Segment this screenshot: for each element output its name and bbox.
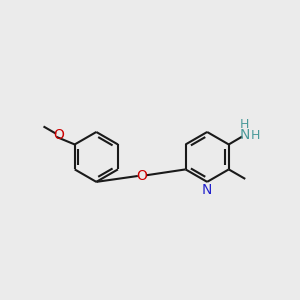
Text: N: N [239,128,250,142]
Text: N: N [202,183,212,197]
Text: H: H [239,118,249,131]
Text: O: O [54,128,64,142]
Text: H: H [251,129,260,142]
Text: O: O [136,169,147,183]
